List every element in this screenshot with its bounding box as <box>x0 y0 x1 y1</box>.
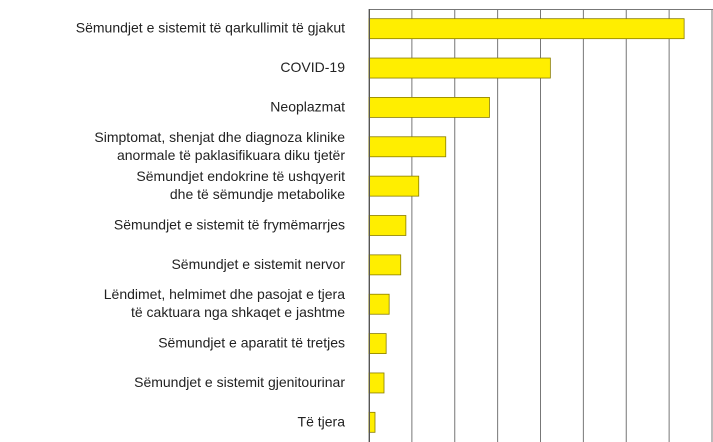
y-tick-label: Sëmundjet e sistemit nervor <box>171 256 345 272</box>
y-tick-label: Sëmundjet e sistemit të qarkullimit të g… <box>76 19 345 35</box>
bar <box>368 372 385 394</box>
bar <box>368 215 407 236</box>
bar <box>368 57 551 79</box>
bar <box>368 175 420 197</box>
y-tick-label: Neoplazmat <box>270 98 345 114</box>
bar <box>368 18 685 40</box>
y-tick-label: Lëndimet, helmimet dhe pasojat e tjera të… <box>104 286 345 320</box>
bar <box>368 136 447 158</box>
bar <box>368 293 390 315</box>
y-tick-label: Sëmundjet endokrine të ushqyerit dhe të s… <box>136 168 345 202</box>
y-tick-label: Sëmundjet e sistemit të frymëmarrjes <box>114 216 345 232</box>
y-tick-label: Sëmundjet e aparatit të tretjes <box>158 334 345 350</box>
bar <box>368 97 490 118</box>
y-tick-label: Sëmundjet e sistemit gjenitourinar <box>134 374 345 390</box>
y-tick-label: Simptomat, shenjat dhe diagnoza klinike a… <box>94 128 345 162</box>
bar <box>368 333 387 354</box>
y-tick-label: COVID-19 <box>280 59 345 75</box>
bar <box>368 254 402 276</box>
y-tick-label: Të tjera <box>298 413 346 429</box>
